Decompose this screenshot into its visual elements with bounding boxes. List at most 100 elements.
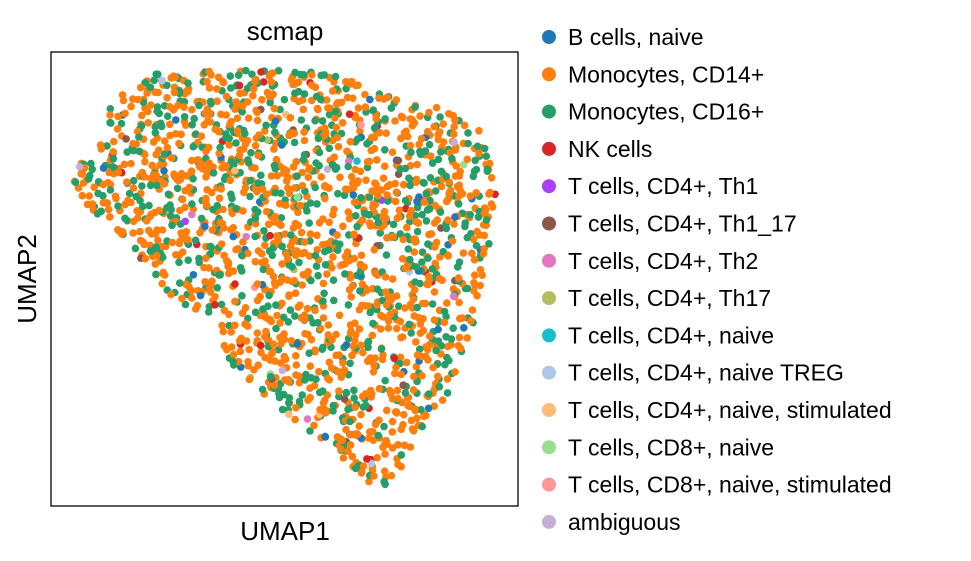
point-series-2 — [364, 337, 373, 346]
point-series-1 — [219, 205, 227, 214]
point-series-1 — [127, 159, 135, 168]
point-series-1 — [434, 135, 443, 144]
point-series-2 — [246, 176, 255, 185]
point-series-1 — [262, 327, 270, 336]
point-series-1 — [177, 169, 186, 178]
point-series-1 — [396, 353, 405, 362]
point-series-2 — [344, 405, 352, 414]
point-series-2 — [234, 71, 243, 79]
point-series-1 — [158, 279, 166, 288]
point-series-1 — [335, 351, 343, 359]
point-series-1 — [443, 375, 452, 383]
legend-label: T cells, CD4+, Th2 — [568, 248, 758, 274]
point-series-1 — [346, 441, 355, 449]
point-series-5 — [122, 135, 130, 143]
point-series-2 — [152, 270, 160, 279]
point-series-2 — [131, 244, 140, 253]
point-series-1 — [233, 127, 242, 135]
point-series-1 — [377, 325, 385, 333]
point-series-1 — [306, 362, 315, 371]
point-series-1 — [397, 462, 406, 471]
point-series-1 — [304, 173, 313, 181]
point-series-1 — [226, 176, 234, 185]
point-series-2 — [251, 205, 259, 214]
point-series-2 — [168, 221, 176, 230]
point-series-1 — [438, 396, 447, 405]
point-series-2 — [217, 300, 226, 309]
point-series-2 — [153, 181, 161, 190]
point-series-2 — [407, 329, 416, 337]
point-series-1 — [347, 327, 355, 335]
point-series-1 — [328, 336, 336, 344]
point-series-2 — [271, 164, 280, 173]
point-series-6 — [449, 292, 458, 301]
point-series-1 — [402, 358, 411, 367]
point-series-1 — [391, 197, 400, 206]
point-series-2 — [428, 300, 437, 308]
point-series-2 — [271, 128, 279, 137]
point-series-1 — [479, 249, 488, 258]
point-series-2 — [259, 305, 267, 314]
point-series-1 — [239, 207, 247, 215]
point-series-1 — [217, 240, 226, 248]
point-series-1 — [475, 127, 483, 135]
point-series-1 — [397, 134, 405, 143]
point-series-1 — [368, 331, 377, 340]
point-series-2 — [340, 191, 349, 200]
point-series-1 — [467, 317, 475, 325]
point-series-1 — [425, 332, 434, 341]
point-series-2 — [195, 254, 203, 263]
point-series-2 — [125, 189, 134, 198]
point-series-1 — [90, 183, 98, 191]
point-series-2 — [277, 214, 286, 222]
point-series-1 — [347, 293, 356, 301]
point-series-2 — [474, 213, 483, 221]
point-series-2 — [175, 279, 184, 287]
point-series-2 — [453, 263, 462, 271]
point-series-1 — [311, 347, 319, 356]
point-series-1 — [370, 472, 378, 480]
point-series-1 — [270, 145, 278, 153]
point-series-2 — [374, 431, 383, 440]
legend-label: T cells, CD4+, naive — [568, 322, 774, 348]
point-series-2 — [374, 218, 383, 227]
point-series-2 — [276, 105, 284, 114]
point-series-1 — [339, 222, 347, 231]
point-series-2 — [440, 307, 449, 316]
point-series-1 — [414, 313, 423, 322]
point-series-1 — [369, 368, 378, 376]
point-series-2 — [195, 101, 203, 110]
legend-marker — [542, 328, 556, 343]
point-series-1 — [213, 85, 221, 93]
point-series-1 — [271, 357, 279, 365]
point-series-1 — [171, 130, 180, 138]
point-series-1 — [451, 172, 460, 180]
point-series-1 — [337, 98, 346, 107]
point-series-2 — [436, 208, 445, 216]
point-series-2 — [175, 258, 183, 267]
point-series-1 — [136, 83, 145, 92]
point-series-1 — [201, 254, 210, 263]
point-series-2 — [135, 133, 143, 141]
point-series-1 — [296, 201, 304, 210]
point-series-1 — [334, 142, 343, 151]
point-series-2 — [103, 142, 111, 150]
point-series-2 — [260, 227, 268, 235]
legend-marker — [542, 179, 556, 194]
point-series-12 — [357, 121, 365, 129]
point-series-1 — [187, 167, 196, 175]
point-series-1 — [365, 219, 374, 227]
point-series-2 — [151, 123, 159, 131]
point-series-2 — [278, 242, 287, 251]
point-series-1 — [104, 178, 112, 187]
point-series-2 — [381, 115, 389, 123]
point-series-2 — [138, 202, 147, 211]
point-series-2 — [352, 212, 360, 220]
point-series-2 — [258, 385, 267, 394]
point-series-1 — [424, 356, 432, 364]
point-series-1 — [357, 251, 366, 260]
point-series-1 — [440, 318, 449, 327]
point-series-2 — [107, 119, 115, 127]
point-series-11 — [459, 160, 468, 169]
point-series-2 — [369, 319, 377, 328]
